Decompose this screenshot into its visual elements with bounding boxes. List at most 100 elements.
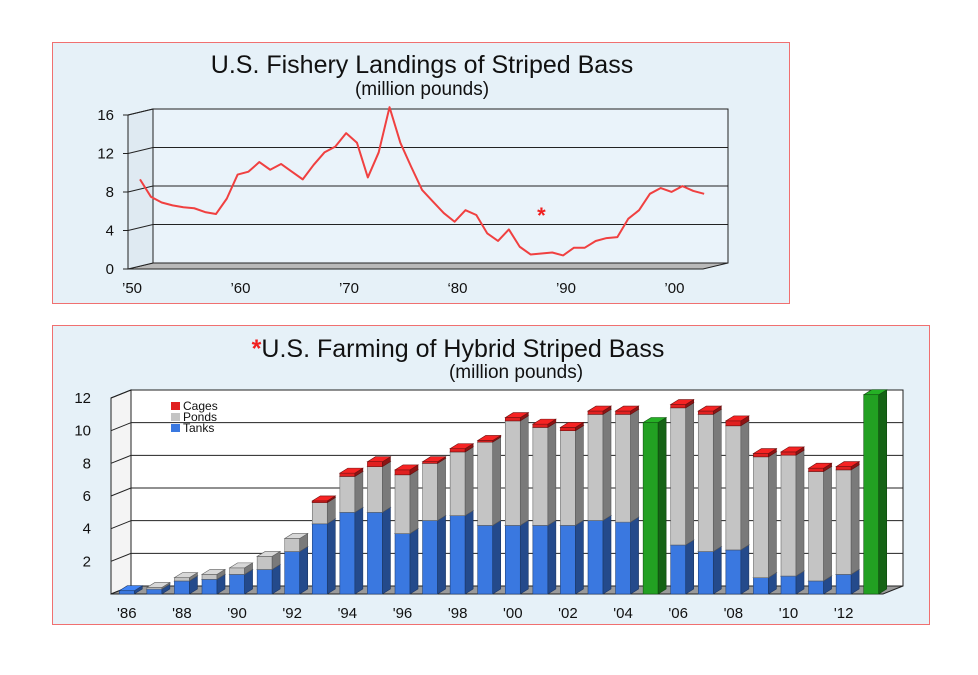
bar-ponds-side [602, 408, 612, 522]
bar-ponds-side [492, 436, 502, 526]
legend-swatch-tanks [171, 424, 180, 432]
bar-cages [614, 405, 640, 415]
title-text: U.S. Farming of Hybrid Striped Bass [261, 335, 664, 363]
y-tick-label: 0 [106, 261, 114, 278]
bar-ponds-side [712, 408, 722, 553]
y-tick-label: 12 [97, 146, 114, 163]
x-tick-label: ’60 [230, 280, 250, 297]
bar-total-top [862, 389, 888, 396]
bar-cages-top [586, 405, 613, 412]
x-tick-label: ’00 [664, 280, 684, 297]
bar-cages-front [560, 427, 576, 431]
bar-tanks-side [740, 544, 750, 595]
chart-subtitle: (million pounds) [355, 79, 489, 100]
bar-cages-front [532, 423, 549, 428]
gridline-side [127, 185, 154, 193]
x-tick-label: '92 [282, 605, 302, 622]
gridline-side [110, 422, 132, 432]
bar-ponds-side [382, 461, 391, 513]
bar-cages-top [835, 461, 861, 467]
bar-ponds [697, 408, 723, 553]
bar-total [862, 389, 888, 595]
bar-ponds-front [587, 414, 604, 521]
bar-cages-top [504, 412, 530, 418]
bar-ponds [586, 408, 613, 522]
bar-ponds-top [173, 572, 199, 578]
bar-ponds-front [504, 420, 521, 526]
asterisk-marker: * [537, 203, 546, 228]
title-asterisk: * [252, 335, 262, 363]
bar-cages [559, 421, 585, 432]
bar-tanks-front [560, 525, 576, 595]
bar-cages-front [339, 472, 356, 477]
bar-ponds [228, 562, 254, 575]
bar-cages-top [779, 446, 806, 453]
bar-tanks-side [685, 539, 695, 595]
bar-cages [531, 418, 557, 428]
bar-total [642, 416, 668, 595]
bar-ponds [752, 451, 778, 579]
bar-cages [449, 443, 475, 453]
bar-ponds-front [367, 466, 383, 513]
bar-tanks-side [409, 528, 419, 595]
bar-cages-top [697, 405, 723, 412]
bar-cages-front [725, 420, 742, 427]
gridline-side [110, 454, 132, 464]
bar-ponds [476, 436, 502, 526]
bar-ponds [256, 550, 282, 571]
bar-tanks-side [382, 506, 391, 595]
bar-ponds-side [850, 464, 860, 575]
bar-ponds-front [339, 476, 356, 513]
y-tick-label: 8 [83, 455, 91, 472]
bar-ponds-top [228, 562, 254, 569]
bar-tanks-front [229, 574, 245, 595]
bar-ponds-front [808, 471, 824, 582]
bar-cages-top [724, 415, 750, 422]
bar-tanks-front [284, 551, 301, 595]
bar-ponds [614, 408, 640, 523]
bar-tanks-front [808, 580, 824, 595]
bar-tanks-front [477, 525, 494, 595]
bar-ponds [393, 469, 420, 535]
bar-ponds [559, 425, 585, 526]
bar-ponds-side [823, 465, 832, 582]
bar-tanks [311, 518, 337, 595]
bar-cages [752, 447, 778, 458]
bar-ponds-side [437, 457, 446, 522]
bar-ponds [724, 420, 750, 551]
bar-ponds [835, 464, 861, 575]
bar-ponds-side [575, 425, 584, 526]
bar-ponds-top [256, 551, 282, 557]
bar-tanks [724, 544, 750, 595]
bar-cages [586, 405, 613, 415]
bar-ponds-side [795, 449, 805, 577]
y-tick-label: 12 [74, 390, 91, 407]
bar-ponds-front [394, 474, 411, 534]
bar-tanks-side [547, 519, 557, 595]
bar-total-front [863, 394, 880, 595]
bar-cages-front [670, 404, 687, 409]
bar-cages-front [394, 469, 411, 476]
bar-tanks-side [354, 506, 364, 595]
bar-tanks-front [422, 520, 438, 595]
bar-ponds-side [409, 469, 419, 535]
bar-cages-front [615, 410, 631, 415]
bar-ponds-front [284, 538, 301, 552]
bar-cages-top [752, 448, 778, 454]
bar-cages-top [393, 464, 420, 471]
farming-chart: *U.S. Farming of Hybrid Striped Bass(mil… [74, 335, 904, 622]
y-tick-label: 6 [83, 488, 91, 505]
bar-tanks-front [532, 525, 549, 595]
bar-tanks-side [437, 514, 446, 595]
y-tick-label: 16 [97, 107, 114, 124]
bar-tanks-front [587, 520, 604, 595]
bar-cages [779, 446, 806, 456]
gridline-side [127, 147, 154, 154]
bar-cages [421, 456, 447, 464]
bar-ponds-side [740, 420, 750, 551]
x-tick-label: '04 [613, 605, 633, 622]
x-tick-label: '86 [117, 605, 137, 622]
bar-ponds-front [615, 414, 631, 523]
bar-cages [697, 405, 723, 415]
